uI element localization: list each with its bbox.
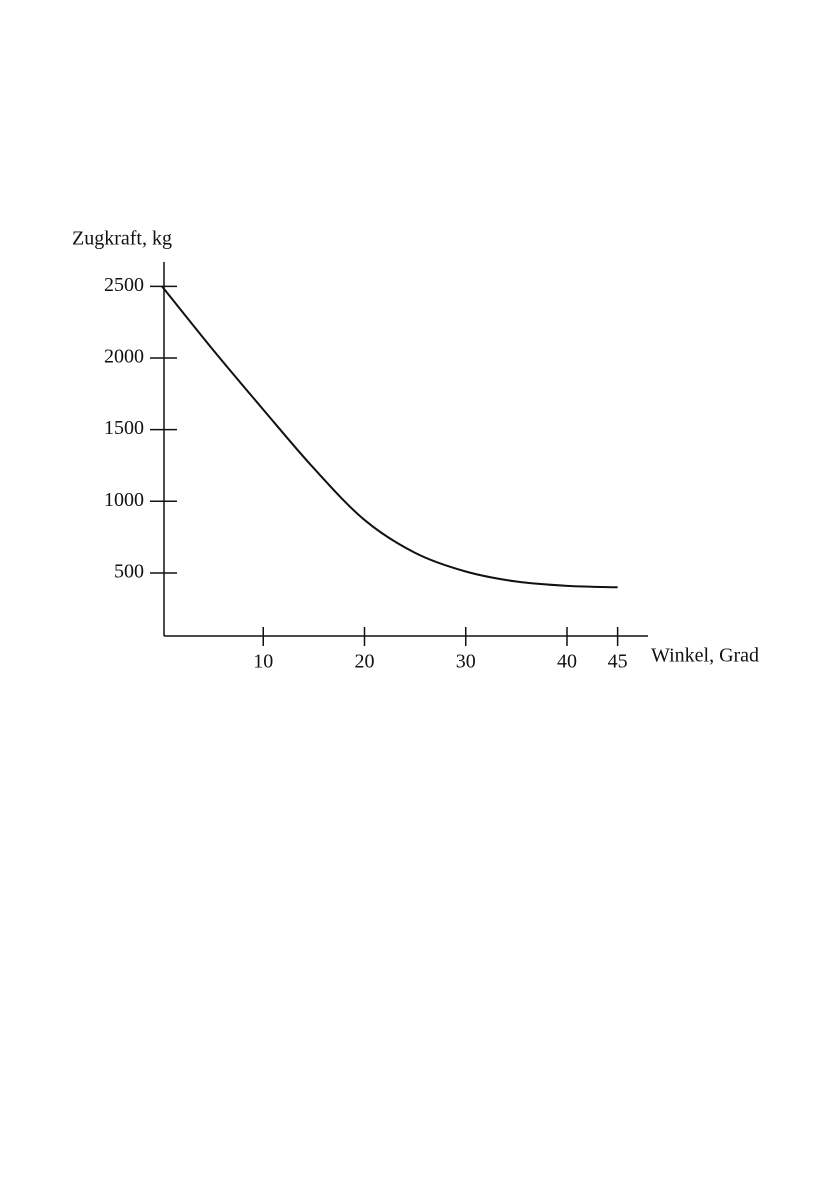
x-tick-label: 40: [557, 651, 577, 673]
x-tick-label: 10: [253, 651, 273, 673]
y-tick-label: 500: [114, 561, 144, 583]
y-tick-label: 1000: [104, 489, 144, 511]
x-tick-label: 20: [355, 651, 375, 673]
curve: [161, 285, 618, 589]
y-tick-label: 2500: [104, 274, 144, 296]
y-tick-label: 2000: [104, 346, 144, 368]
x-tick-label: 45: [608, 651, 628, 673]
x-tick-label: 30: [456, 651, 476, 673]
x-axis-label: Winkel, Grad: [651, 645, 759, 667]
y-axis-label: Zugkraft, kg: [72, 228, 172, 250]
y-tick-label: 1500: [104, 417, 144, 439]
